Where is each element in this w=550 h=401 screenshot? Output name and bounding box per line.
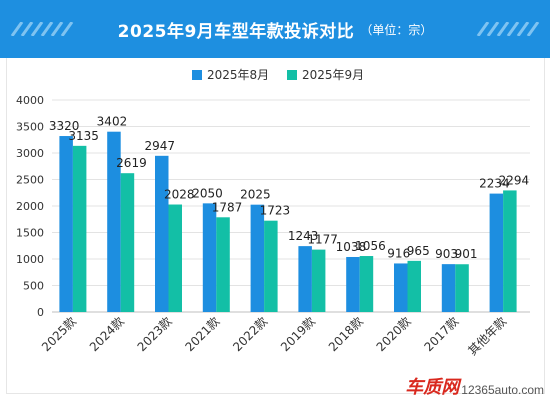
bar	[346, 256, 360, 312]
data-label: 1787	[212, 200, 243, 214]
data-label: 916	[387, 246, 410, 260]
y-tick-label: 0	[37, 306, 44, 319]
y-tick-label: 3500	[16, 121, 44, 134]
data-label: 1038	[336, 240, 367, 254]
data-label: 3135	[68, 129, 99, 143]
x-category-label: 其他年款	[465, 314, 509, 358]
bar	[107, 131, 121, 312]
data-label: 901	[455, 247, 478, 261]
bar	[59, 136, 73, 312]
y-tick-label: 4000	[16, 94, 44, 107]
data-label: 903	[435, 247, 458, 261]
y-tick-label: 1500	[16, 227, 44, 240]
data-label: 2028	[164, 188, 195, 202]
data-label: 2234	[479, 177, 510, 191]
bar	[120, 173, 135, 312]
bar	[72, 145, 87, 312]
bar	[455, 264, 469, 312]
y-axis-ticks: 0 500 1000 1500 2000 2500 3000 3500 4000	[16, 94, 44, 319]
chart-title-main: 2025年9月车型年款投诉对比	[117, 21, 355, 42]
decorative-stripes-left	[10, 22, 74, 36]
decorative-stripes-right	[476, 22, 540, 36]
chart-title: 2025年9月车型年款投诉对比 （单位：宗）	[0, 0, 550, 58]
y-tick-label: 2500	[16, 174, 44, 187]
data-label: 2050	[192, 186, 223, 200]
x-category-label: 2024款	[87, 314, 127, 354]
y-tick-label: 2000	[16, 200, 44, 213]
bar	[155, 155, 169, 312]
x-category-label: 2020款	[374, 314, 414, 354]
data-label: 1177	[307, 233, 338, 247]
data-label: 1243	[288, 229, 319, 243]
watermark-brand: 车质网	[405, 377, 460, 398]
header-banner: 2025年9月车型年款投诉对比 （单位：宗）	[0, 0, 550, 58]
bar	[202, 203, 217, 312]
bar	[441, 264, 456, 312]
y-tick-label: 500	[23, 280, 44, 293]
legend-swatch	[192, 70, 202, 80]
bar	[311, 249, 326, 312]
data-label: 1056	[355, 239, 386, 253]
legend: 2025年8月 2025年9月	[192, 68, 364, 82]
y-tick-label: 3000	[16, 147, 44, 160]
data-label: 2619	[116, 156, 147, 170]
bar	[298, 246, 312, 312]
data-label: 2947	[144, 139, 175, 153]
data-label: 3402	[97, 115, 128, 129]
bars	[59, 131, 517, 312]
x-category-label: 2023款	[135, 314, 175, 354]
x-category-label: 2017款	[421, 314, 461, 354]
chart-title-unit: （单位：宗）	[360, 22, 433, 37]
legend-label: 2025年9月	[302, 68, 364, 82]
data-label: 965	[407, 244, 430, 258]
x-category-label: 2025款	[39, 314, 79, 354]
x-category-label: 2019款	[278, 314, 318, 354]
legend-label: 2025年8月	[207, 68, 269, 82]
y-tick-label: 1000	[16, 253, 44, 266]
bar	[359, 256, 374, 312]
bar	[216, 217, 230, 312]
watermark-url: 12365auto.com	[461, 383, 544, 397]
data-label: 1723	[260, 204, 291, 218]
bar	[250, 204, 265, 312]
bar	[407, 260, 421, 312]
watermark: 车质网 12365auto.com	[405, 373, 544, 399]
legend-swatch	[287, 70, 297, 80]
data-label: 3320	[49, 119, 80, 133]
data-label: 2294	[499, 173, 530, 187]
bar	[503, 190, 517, 312]
bar	[489, 193, 504, 312]
bar	[264, 220, 278, 312]
bar	[394, 263, 408, 312]
bar	[168, 204, 182, 312]
data-label: 2025	[240, 188, 271, 202]
x-category-label: 2018款	[326, 314, 366, 354]
x-category-label: 2021款	[182, 314, 222, 354]
x-category-label: 2022款	[230, 314, 270, 354]
x-axis-categories: 2025款 2024款 2023款 2021款 2022款 2019款 2018款 2020款…	[39, 314, 509, 358]
